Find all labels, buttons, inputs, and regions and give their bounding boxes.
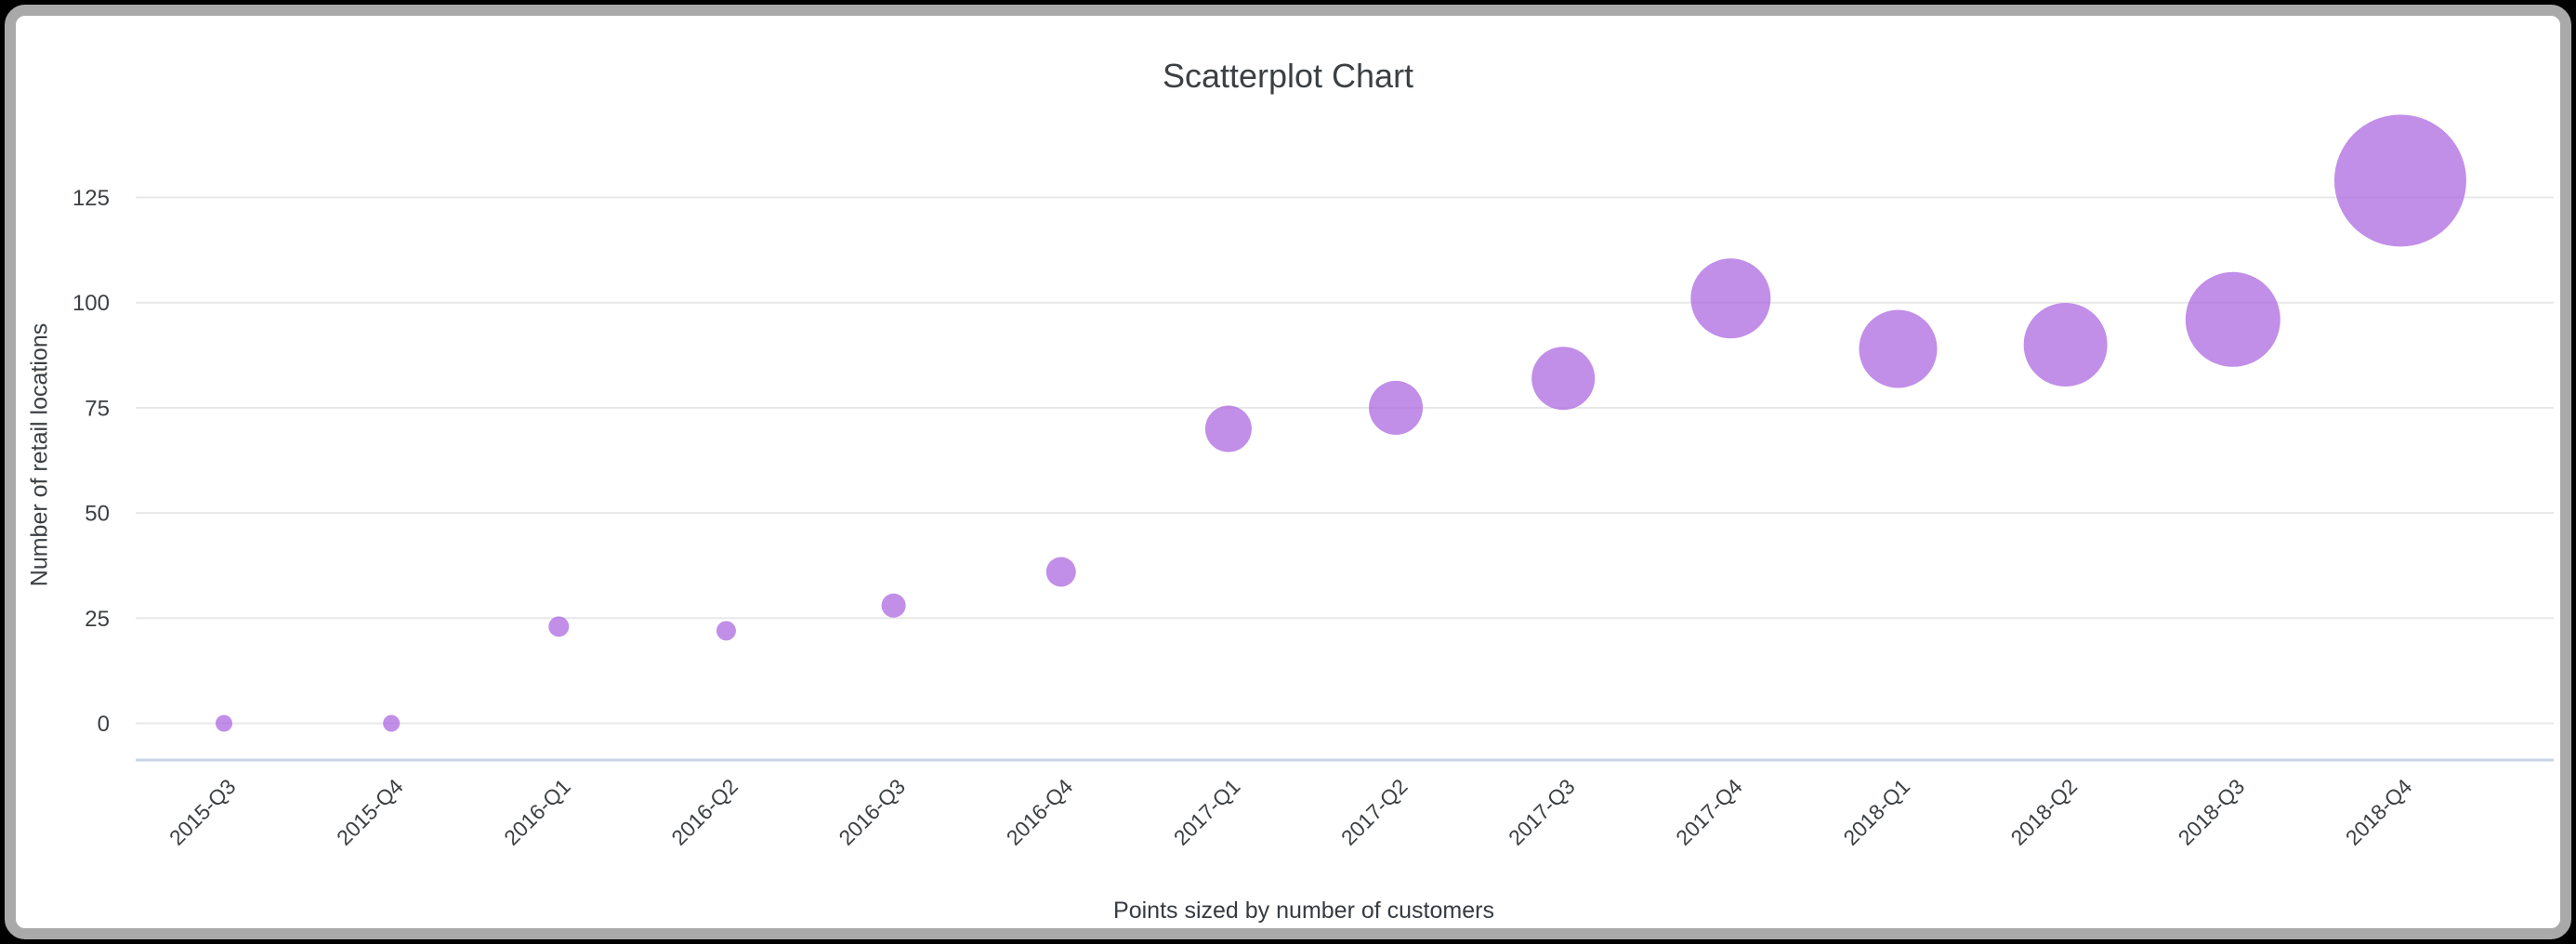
bubble-2018-Q1[interactable] (1859, 309, 1938, 388)
bubble-2015-Q4[interactable] (383, 715, 401, 732)
bubble-2018-Q2[interactable] (2023, 302, 2108, 387)
x-tick-label-2018-Q3: 2018-Q3 (2174, 774, 2250, 850)
bubble-2016-Q3[interactable] (881, 593, 906, 618)
x-tick-label-2015-Q3: 2015-Q3 (164, 774, 241, 850)
y-tick-label-125: 125 (72, 186, 110, 211)
x-tick-label-2017-Q3: 2017-Q3 (1504, 774, 1580, 850)
bubble-2017-Q2[interactable] (1369, 380, 1424, 435)
x-tick-label-2017-Q4: 2017-Q4 (1671, 774, 1747, 850)
y-tick-label-50: 50 (85, 502, 110, 527)
bubble-2016-Q2[interactable] (716, 621, 736, 641)
y-tick-label-75: 75 (85, 396, 110, 421)
bubble-2016-Q1[interactable] (548, 616, 570, 637)
bubble-2017-Q3[interactable] (1531, 347, 1596, 411)
bubble-2017-Q4[interactable] (1690, 258, 1771, 339)
bubble-2018-Q3[interactable] (2185, 271, 2280, 367)
bubble-2015-Q3[interactable] (216, 715, 232, 732)
x-tick-label-2017-Q1: 2017-Q1 (1169, 774, 1245, 850)
bubble-2017-Q1[interactable] (1204, 405, 1252, 452)
x-tick-label-2017-Q2: 2017-Q2 (1336, 774, 1413, 850)
y-tick-label-25: 25 (85, 607, 110, 632)
y-tick-label-100: 100 (72, 291, 110, 316)
x-tick-label-2016-Q1: 2016-Q1 (499, 774, 575, 850)
x-tick-label-2018-Q2: 2018-Q2 (2006, 774, 2083, 850)
x-axis-caption: Points sized by number of customers (1113, 898, 1494, 924)
x-tick-label-2016-Q4: 2016-Q4 (1002, 774, 1078, 850)
chart-title: Scatterplot Chart (1162, 57, 1414, 95)
bubble-2018-Q4[interactable] (2333, 114, 2466, 247)
scatter-plot: 0 25 50 75 100 125 2015-Q3 2015-Q4 2016-Q1 2016-Q… (72, 114, 2554, 850)
x-tick-label-2018-Q1: 2018-Q1 (1838, 774, 1914, 850)
x-tick-label-2016-Q3: 2016-Q3 (834, 774, 910, 850)
x-tick-label-2015-Q4: 2015-Q4 (332, 774, 408, 850)
x-tick-label-2018-Q4: 2018-Q4 (2341, 774, 2417, 850)
x-tick-label-2016-Q2: 2016-Q2 (666, 774, 743, 850)
chart-card: Scatterplot Chart Number of retail locat… (5, 5, 2571, 939)
y-tick-label-0: 0 (98, 712, 110, 737)
bubble-2016-Q4[interactable] (1045, 557, 1076, 587)
